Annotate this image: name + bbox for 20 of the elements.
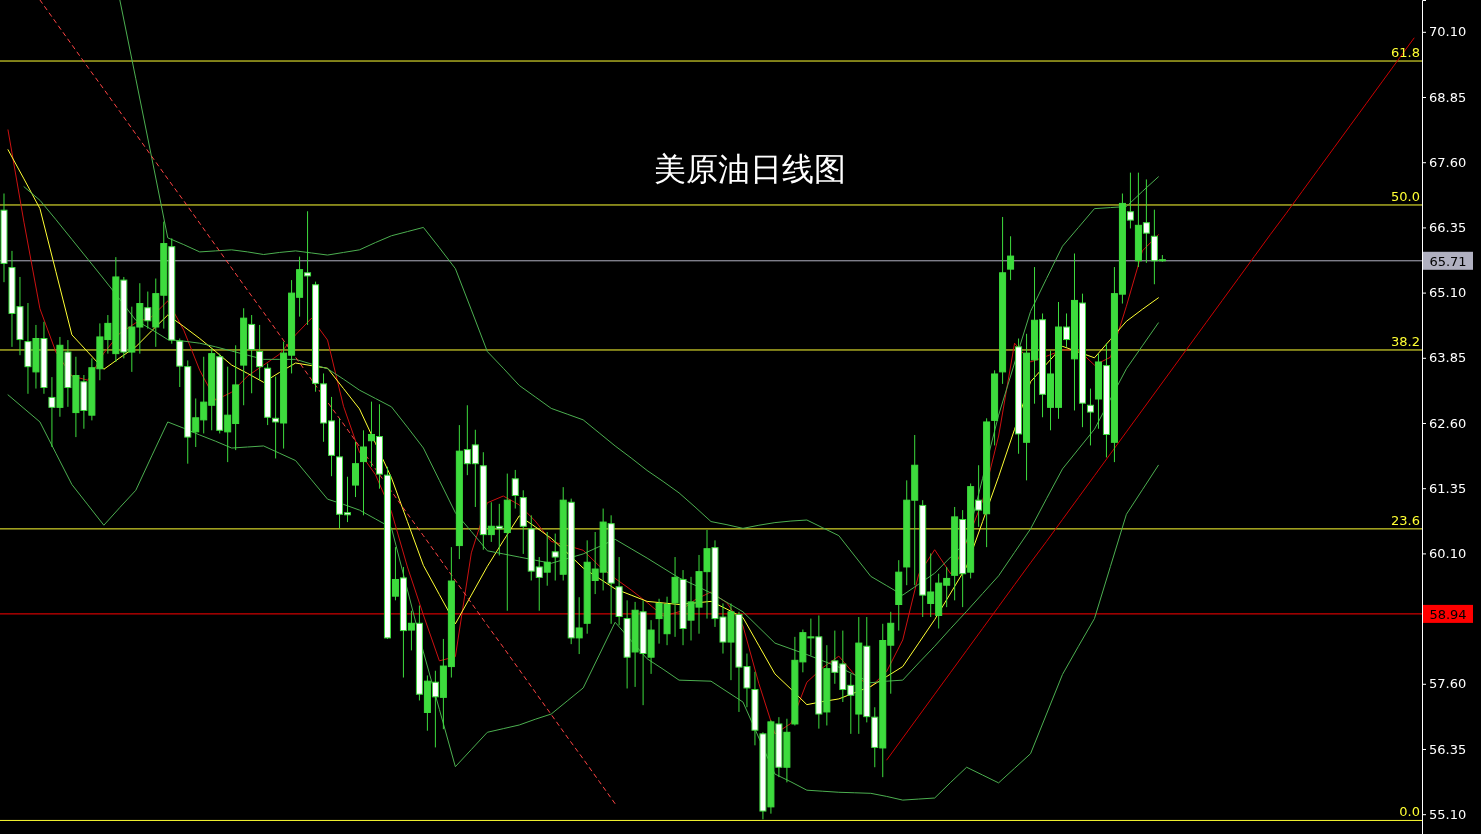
annotation: 0.0 <box>1399 804 1420 820</box>
ref-line-label: 65.71 <box>1429 253 1467 269</box>
annotation: 23.6 <box>1391 512 1420 528</box>
y-tick-label: 67.60 <box>1429 154 1467 170</box>
ref-line-label: 58.94 <box>1429 606 1467 622</box>
y-tick-label: 61.35 <box>1429 480 1467 496</box>
y-tick-label: 68.85 <box>1429 89 1467 105</box>
y-tick-label: 62.60 <box>1429 415 1467 431</box>
y-tick-label: 66.35 <box>1429 220 1467 236</box>
y-tick-label: 63.85 <box>1429 350 1467 366</box>
y-tick-label: 60.10 <box>1429 546 1467 562</box>
y-tick-label: 56.35 <box>1429 741 1467 757</box>
y-tick-label: 65.10 <box>1429 285 1467 301</box>
y-tick-label: 57.60 <box>1429 676 1467 692</box>
y-tick-label: 70.10 <box>1429 24 1467 40</box>
annotation: 38.2 <box>1391 333 1420 349</box>
y-tick-label: 55.10 <box>1429 806 1467 822</box>
text: 美原油日线图 <box>654 150 846 188</box>
annotation: 61.8 <box>1391 45 1420 61</box>
annotation: 50.0 <box>1391 188 1420 204</box>
